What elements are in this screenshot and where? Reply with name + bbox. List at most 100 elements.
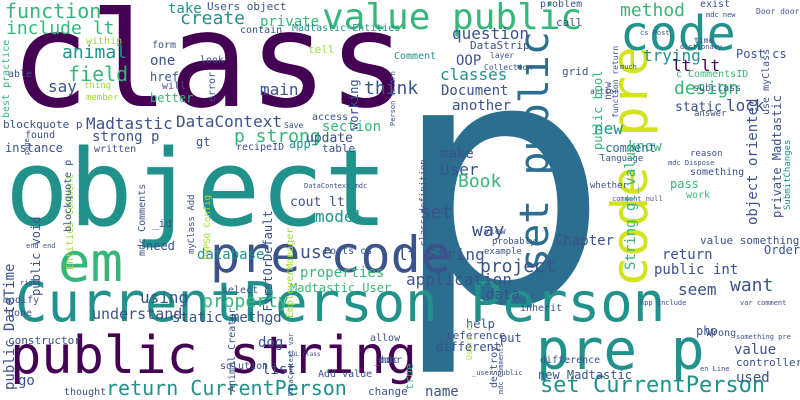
cloud-word: DataContext <box>176 112 282 131</box>
cloud-word: thought <box>64 387 107 398</box>
cloud-word: something <box>690 167 745 178</box>
cloud-word: include lt <box>6 18 115 39</box>
cloud-word: mdc Dispose <box>668 159 715 167</box>
cloud-word: language <box>600 154 644 164</box>
cloud-word: em <box>58 231 124 294</box>
cloud-word: lock <box>726 96 765 115</box>
cloud-word: String gt_value <box>623 143 639 270</box>
cloud-word: different <box>436 340 502 354</box>
cloud-word: p <box>392 0 608 382</box>
cloud-word: will <box>162 81 187 92</box>
cloud-word: _id <box>152 217 172 230</box>
cloud-word: better <box>150 91 194 105</box>
cloud-word: update <box>306 131 353 146</box>
cloud-word: problem <box>540 0 583 10</box>
cloud-word: trying <box>643 46 701 65</box>
cloud-word: Users cs <box>465 321 474 360</box>
cloud-word: make <box>440 146 474 162</box>
cloud-word: PHPSO Config <box>203 194 213 260</box>
cloud-word: var comment <box>740 299 787 307</box>
cloud-word: allow <box>370 333 401 344</box>
cloud-word: modify <box>3 295 40 306</box>
cloud-word: object <box>5 127 388 250</box>
cloud-word: set CurrentPerson <box>540 373 766 398</box>
cloud-word: method <box>620 0 686 21</box>
cloud-word: page <box>23 138 31 155</box>
cloud-word: found <box>25 130 56 141</box>
cloud-word: property <box>202 291 289 312</box>
cloud-word: model <box>315 207 364 226</box>
cloud-word: DataContext mdc <box>304 182 368 190</box>
cloud-word: true <box>403 363 416 391</box>
cloud-word: way <box>472 220 505 241</box>
cloud-word: pre code <box>210 226 451 284</box>
cloud-word: using <box>140 288 189 307</box>
cloud-word: code <box>620 6 736 62</box>
cloud-word: design <box>674 78 740 99</box>
cloud-word: blockquote p <box>3 118 83 131</box>
cloud-word: go <box>18 373 35 389</box>
cloud-word: contain <box>240 25 283 36</box>
cloud-word: Comment <box>394 51 437 62</box>
cloud-word: Madtastic User <box>290 281 392 295</box>
cloud-word: static <box>675 100 722 115</box>
cloud-word: tell <box>308 43 335 56</box>
cloud-word: want <box>730 275 774 296</box>
cloud-word: pass <box>670 177 699 191</box>
cloud-word: select c <box>222 285 271 296</box>
cloud-word: end end <box>26 242 56 250</box>
cloud-word: use myClass <box>761 48 772 115</box>
cloud-word: return <box>662 247 713 263</box>
cloud-word: much <box>620 63 637 71</box>
cloud-word: reason <box>690 149 723 159</box>
cloud-word: another <box>452 98 512 114</box>
cloud-word: action <box>590 87 619 96</box>
cloud-word: done <box>8 308 33 319</box>
cloud-word: able <box>8 69 33 80</box>
cloud-word: written <box>94 144 137 155</box>
cloud-word: classes <box>440 65 508 84</box>
cloud-word: strong p <box>92 129 160 145</box>
cloud-word: within <box>86 36 123 47</box>
cloud-word: blockquote p <box>63 159 74 232</box>
cloud-word: _user public <box>472 369 523 377</box>
cloud-word: access <box>312 112 349 123</box>
cloud-word: used <box>736 370 770 386</box>
cloud-word: subclass <box>693 83 742 94</box>
cloud-word: question <box>452 24 530 43</box>
cloud-word: CurrentPerson Person <box>15 271 666 334</box>
cloud-word: mdc Comments <box>137 183 148 256</box>
cloud-word: member <box>86 93 119 103</box>
cloud-word: whether <box>590 181 628 191</box>
cloud-word: error <box>207 71 218 102</box>
cloud-word: hpp include <box>640 299 687 307</box>
cloud-word: recipeID <box>236 142 285 153</box>
cloud-word: Person return <box>389 71 397 126</box>
cloud-word: Chapter <box>555 233 615 249</box>
cloud-word: table <box>322 142 356 155</box>
cloud-word: cs Post <box>640 29 670 37</box>
cloud-word: thing <box>84 81 112 91</box>
cloud-word: Book <box>458 171 502 192</box>
cloud-word: right <box>20 279 42 287</box>
cloud-word: _comment <box>598 141 656 155</box>
cloud-word: class <box>10 0 408 138</box>
cloud-word: look <box>200 55 225 66</box>
cloud-word: grid <box>562 65 589 78</box>
cloud-word: myClass Add <box>187 194 197 254</box>
cloud-word: use <box>300 242 333 263</box>
cloud-word: section <box>322 119 382 135</box>
cloud-word: list <box>262 362 296 378</box>
cloud-word: difference <box>540 355 601 366</box>
cloud-word: public int <box>654 262 739 278</box>
cloud-word: Posts cs <box>324 246 373 257</box>
cloud-word: DataContext var <box>287 332 295 396</box>
cloud-word: Document <box>441 83 509 99</box>
cloud-word: Order <box>764 243 800 257</box>
cloud-word: User <box>440 160 479 179</box>
cloud-word: one <box>150 53 176 69</box>
cloud-word: mdc Comments <box>497 343 505 394</box>
cloud-word: Collection <box>484 63 533 72</box>
cloud-word: p strong <box>234 126 321 147</box>
